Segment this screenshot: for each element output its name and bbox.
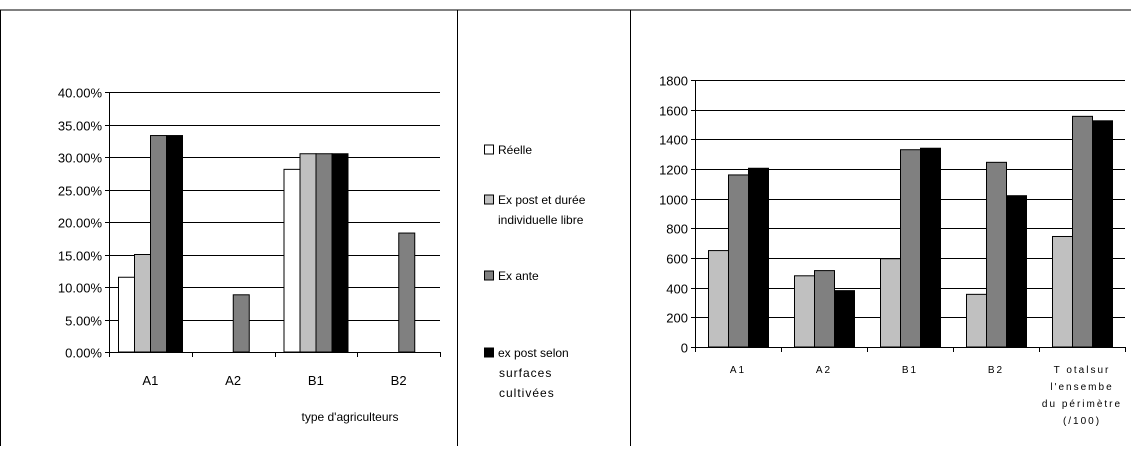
bar (283, 168, 301, 353)
x-tick-label: B2 (391, 373, 407, 388)
legend-label: Réelle (498, 143, 532, 157)
legend-swatch (484, 347, 494, 358)
y-tick-label: 10.00% (58, 281, 103, 296)
bar (1072, 115, 1093, 348)
legend-label: Ex post et durée (498, 193, 586, 207)
legend-label: Ex ante (498, 269, 539, 283)
y-tick-label: 1200 (659, 163, 688, 178)
bar (920, 147, 941, 348)
y-tick-label: 40.00% (58, 86, 103, 101)
x-tick-label: T otalsur (1054, 365, 1111, 376)
y-tick-label: 5.00% (65, 314, 102, 329)
y-tick-label: 35.00% (58, 119, 103, 134)
bar (150, 135, 167, 353)
y-tick-label: 1000 (659, 193, 688, 208)
legend-label: surfaces (499, 366, 552, 380)
y-tick-label: 200 (666, 311, 688, 326)
legend-swatch (484, 270, 494, 281)
x-tick-label: du périmètre (1042, 399, 1122, 410)
legend-label: cultivées (499, 386, 555, 400)
y-tick-label: 20.00% (58, 216, 103, 231)
bar (398, 232, 416, 353)
bar (834, 290, 855, 348)
x-tick-label: l'ensembe (1050, 382, 1113, 393)
y-tick-label: 400 (666, 282, 688, 297)
y-tick-label: 0 (681, 341, 688, 356)
bar (966, 293, 987, 348)
legend-label: ex post selon (498, 346, 569, 360)
bar (118, 276, 135, 353)
bar (728, 174, 749, 348)
bar (299, 153, 317, 353)
x-tick-label: (/100) (1063, 416, 1101, 427)
bar (900, 149, 921, 348)
legend-label: individuelle libre (498, 213, 584, 227)
bar (708, 250, 729, 348)
x-tick-label: B1 (902, 365, 918, 376)
y-tick-label: 1600 (659, 104, 688, 119)
bar (166, 135, 183, 353)
y-tick-label: 25.00% (58, 184, 103, 199)
bar (331, 153, 349, 353)
bar (794, 275, 815, 348)
bar (1006, 195, 1027, 348)
bar (814, 270, 835, 348)
y-tick-label: 1800 (659, 74, 688, 89)
bar (986, 161, 1007, 348)
bar (232, 294, 250, 353)
bar (748, 167, 769, 348)
y-tick-label: 0.00% (65, 346, 102, 361)
x-axis-label: type d'agriculteurs (301, 410, 398, 424)
y-tick-label: 30.00% (58, 151, 103, 166)
x-tick-label: A2 (225, 373, 241, 388)
bar (1092, 120, 1113, 348)
x-tick-label: A1 (142, 373, 158, 388)
x-tick-label: A2 (816, 365, 832, 376)
legend-swatch (484, 194, 494, 205)
x-tick-label: A1 (730, 365, 746, 376)
y-tick-label: 600 (666, 252, 688, 267)
legend-swatch (484, 144, 494, 155)
y-tick-label: 800 (666, 222, 688, 237)
bar (1052, 235, 1073, 348)
x-tick-label: B2 (988, 365, 1004, 376)
x-tick-label: B1 (308, 373, 324, 388)
bar (880, 258, 901, 348)
y-tick-label: 1400 (659, 133, 688, 148)
bar (134, 254, 151, 353)
bar (315, 153, 333, 353)
y-tick-label: 15.00% (58, 249, 103, 264)
